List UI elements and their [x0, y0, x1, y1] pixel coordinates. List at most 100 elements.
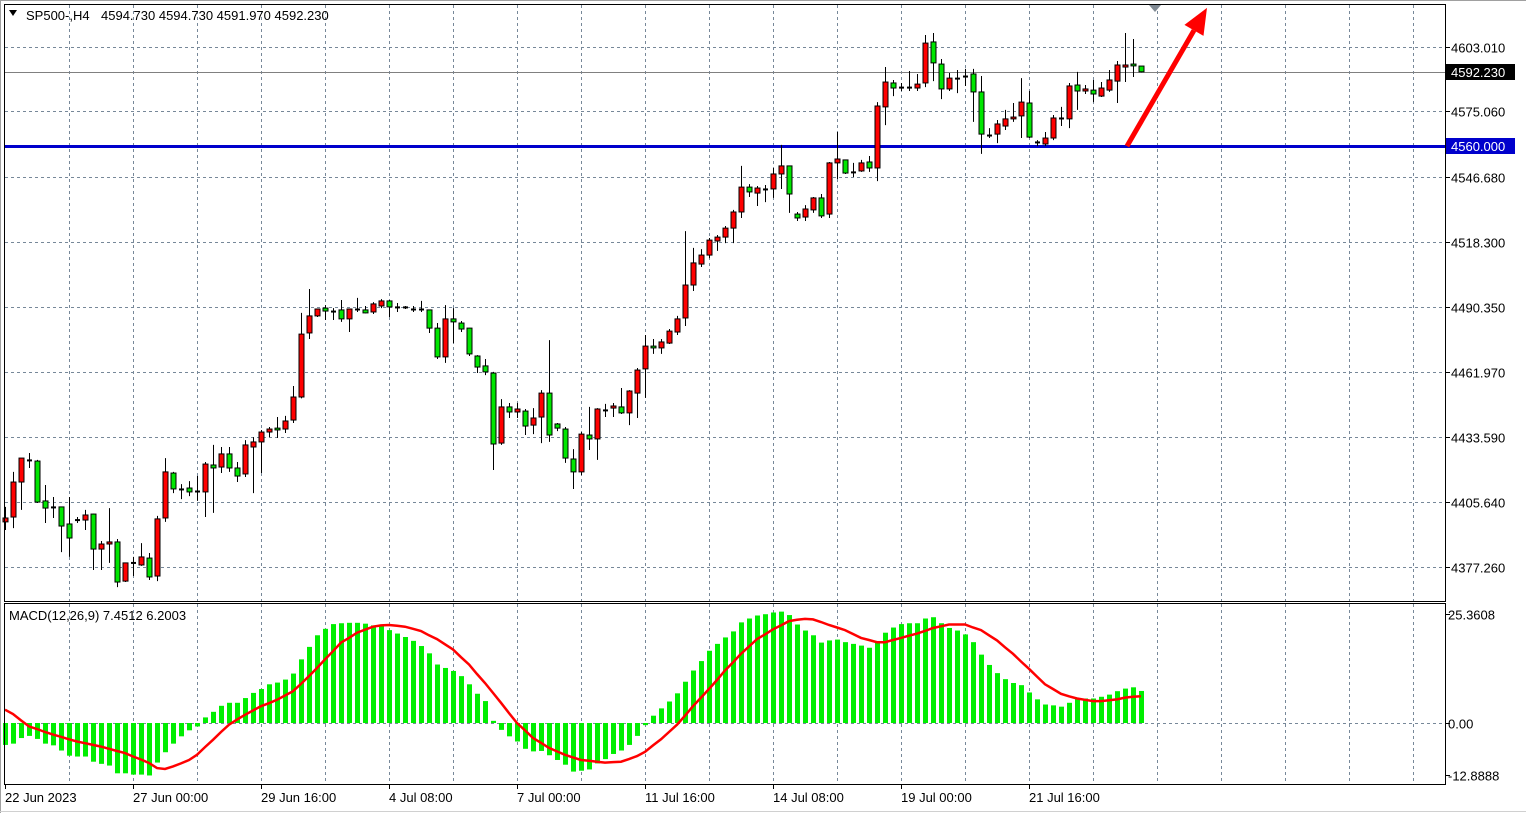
macd-bar	[595, 723, 600, 764]
candle	[226, 447, 233, 472]
macd-bar	[379, 625, 384, 723]
time-tick-label: 11 Jul 16:00	[645, 790, 715, 805]
candle	[754, 185, 761, 206]
macd-bar	[891, 627, 896, 723]
candle	[666, 329, 673, 345]
candle-body-bull	[314, 308, 321, 317]
candle-body-bull	[706, 239, 713, 256]
macd-bar	[1123, 688, 1128, 723]
candle	[466, 327, 473, 356]
candle	[146, 552, 153, 580]
candle-body-bull	[1018, 101, 1025, 117]
price-tick-label: 4575.060	[1451, 105, 1505, 120]
macd-bar	[411, 640, 416, 723]
candle	[498, 399, 505, 445]
candle	[1114, 61, 1121, 103]
candle-body-bear	[114, 541, 121, 583]
macd-bar	[1051, 705, 1056, 723]
macd-tick-label: 0.00	[1448, 717, 1473, 732]
candle-body-bear	[226, 453, 233, 469]
triangle-down-icon[interactable]	[9, 10, 17, 16]
candle-body-bull	[162, 471, 169, 519]
candle-body-bear	[210, 464, 217, 469]
macd-bar	[1131, 687, 1136, 723]
candle	[138, 543, 145, 566]
macd-bar	[491, 720, 496, 723]
candle	[314, 308, 321, 318]
candle	[482, 358, 489, 376]
candle-body-bull	[2, 517, 9, 523]
macd-bar	[179, 723, 184, 737]
candle-body-bear	[474, 355, 481, 368]
candle	[82, 509, 89, 530]
candle	[1130, 38, 1137, 77]
candle-body-bull	[218, 453, 225, 468]
signal-line	[4, 617, 1142, 771]
candle	[570, 449, 577, 489]
candle	[434, 323, 441, 359]
candle	[690, 247, 697, 292]
macd-bar	[635, 723, 640, 736]
candle-body-bull	[690, 262, 697, 286]
macd-bar	[563, 723, 568, 765]
candle	[1098, 82, 1105, 98]
candle	[355, 297, 360, 312]
candle	[2, 506, 9, 530]
macd-bar	[771, 612, 776, 723]
macd-bar	[475, 693, 480, 723]
candle	[362, 305, 369, 314]
candle-body-bull	[834, 158, 841, 164]
trend-arrow-shaft[interactable]	[1124, 29, 1197, 148]
macd-bar	[427, 653, 432, 723]
candle-body-bear	[322, 307, 329, 312]
candle-body-bull	[922, 42, 929, 84]
candle	[42, 485, 49, 524]
macd-bar	[883, 632, 888, 723]
macd-bar	[235, 702, 240, 723]
candle-body-bull	[994, 123, 1001, 135]
candle	[994, 120, 1001, 144]
candle-body-bull	[594, 408, 601, 440]
candle	[818, 194, 825, 218]
macd-bar	[923, 618, 928, 723]
candle-body-bull	[258, 431, 265, 443]
candle-body-bull	[642, 345, 649, 370]
macd-bar	[1075, 698, 1080, 723]
candle	[826, 161, 833, 218]
macd-bar	[11, 723, 16, 744]
macd-bar	[859, 645, 864, 723]
chart-shift-marker-icon[interactable]	[1149, 5, 1161, 12]
candle-body-bear	[34, 460, 41, 503]
candle-body-bear	[426, 309, 433, 329]
candle	[154, 515, 161, 582]
candle	[578, 432, 585, 476]
candle-body-bear	[186, 487, 193, 493]
candle	[778, 144, 785, 189]
macd-bar	[131, 723, 136, 775]
candle-body-bull	[10, 481, 17, 518]
candle	[506, 402, 513, 418]
macd-bar	[187, 723, 192, 731]
macd-bar	[1059, 706, 1064, 723]
annotations[interactable]	[1124, 7, 1207, 148]
candle	[1106, 70, 1113, 92]
symbol-title: SP500-,H4	[26, 8, 90, 23]
macd-bar	[251, 692, 256, 723]
candle-body-bull	[826, 162, 833, 215]
candle	[946, 73, 953, 92]
price-tick-label: 4490.350	[1451, 301, 1505, 316]
candle	[682, 231, 689, 327]
candle	[442, 305, 449, 363]
macd-bar	[363, 623, 368, 723]
candle	[122, 562, 129, 583]
support-level-label: 4560.000	[1451, 139, 1505, 154]
candle-body-bull	[202, 463, 209, 493]
candle	[411, 305, 416, 312]
candle	[1042, 132, 1049, 147]
arrow-head-icon[interactable]	[1184, 7, 1207, 36]
candle-body-bear	[890, 82, 897, 89]
candle	[514, 402, 521, 418]
candle-body-bull	[442, 318, 449, 358]
candle-body-bull	[714, 236, 721, 242]
